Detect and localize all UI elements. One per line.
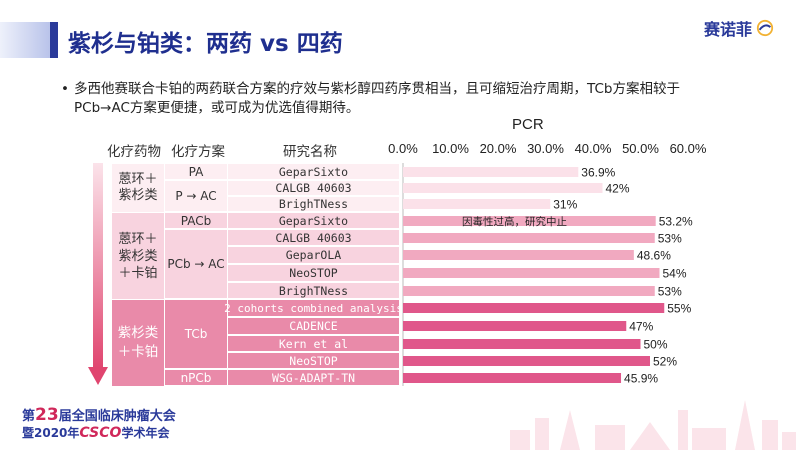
regimen-cell: P → AC — [165, 181, 227, 212]
drug-group-cell: 蒽环＋ 紫杉类 — [112, 164, 164, 212]
conference-number: 23 — [35, 405, 59, 425]
regimen-cell: PA — [165, 164, 227, 180]
city-skyline-decoration — [510, 400, 796, 450]
bar-value-label: 53% — [658, 285, 682, 299]
header-gradient-strip — [0, 22, 50, 58]
bar-value-label: 52% — [653, 355, 677, 369]
page-title: 紫杉与铂类：两药 vs 四药 — [68, 31, 343, 57]
study-name-cell: 2 cohorts combined analysis — [224, 300, 403, 317]
logo-text: 赛诺菲 — [703, 20, 752, 39]
pcr-bar — [403, 250, 634, 260]
col-header-study: 研究名称 — [283, 144, 337, 160]
bar-value-label: 53.2% — [659, 215, 693, 229]
conference-name: 第23届全国临床肿瘤大会 — [22, 405, 176, 425]
conference-title: 届全国临床肿瘤大会 — [58, 409, 176, 424]
study-name-cell: WSG-ADAPT-TN — [228, 370, 399, 386]
bar-value-label: 31% — [553, 198, 577, 212]
regimen-cell: TCb — [165, 300, 227, 369]
pcr-bar — [403, 216, 656, 226]
bar-value-label: 53% — [658, 232, 682, 246]
bar-value-label: 45.9% — [624, 372, 658, 386]
bullet-text: 多西他赛联合卡铂的两药联合方案的疗效与紫杉醇四药序贯相当，且可缩短治疗周期，TC… — [74, 81, 680, 116]
x-tick-label: 40.0% — [575, 141, 612, 156]
col-header-drug: 化疗药物 — [107, 144, 161, 160]
drug-group-cell: 蒽环＋ 紫杉类 ＋卡铂 — [112, 213, 164, 299]
pcr-bar — [403, 268, 660, 278]
conference-subtitle: 暨2020年CSCO学术年会 — [22, 424, 169, 441]
study-name-cell: CALGB 40603 — [228, 230, 399, 246]
csco-brand: CSCO — [79, 425, 122, 441]
sanofi-bird-icon — [756, 19, 774, 37]
study-name-cell: NeoSTOP — [228, 265, 399, 282]
col-header-regimen: 化疗方案 — [171, 144, 225, 160]
sanofi-logo: 赛诺菲 — [704, 16, 774, 40]
study-name-cell: GeparSixto — [228, 164, 399, 180]
x-tick-label: 30.0% — [527, 141, 564, 156]
conference-meeting: 学术年会 — [121, 426, 170, 440]
pcr-bar — [403, 373, 622, 383]
chart-annotation: 因毒性过高，研究中止 — [462, 215, 567, 228]
study-name-cell: CADENCE — [228, 318, 399, 335]
header-accent-bar — [50, 22, 58, 58]
regimen-cell: PCb → AC — [165, 230, 227, 299]
study-name-cell: BrighTNess — [228, 283, 399, 299]
x-tick-label: 60.0% — [670, 141, 707, 156]
study-name-cell: GeparSixto — [228, 213, 399, 229]
bar-value-label: 36.9% — [581, 166, 615, 180]
bar-value-label: 42% — [606, 182, 630, 196]
study-name-cell: BrighTNess — [228, 197, 399, 212]
regimen-cell: nPCb — [165, 370, 227, 386]
regimen-cell: PACb — [165, 213, 227, 229]
bar-value-label: 47% — [629, 320, 653, 334]
drug-group-cell: 紫杉类 ＋卡铂 — [112, 300, 164, 386]
study-name-cell: NeoSTOP — [228, 353, 399, 369]
pcr-bar — [403, 303, 665, 313]
bullet-point: • 多西他赛联合卡铂的两药联合方案的疗效与紫杉醇四药序贯相当，且可缩短治疗周期，… — [61, 80, 734, 118]
x-tick-label: 0.0% — [388, 141, 418, 156]
pcr-bar — [403, 339, 641, 349]
bar-value-label: 48.6% — [637, 249, 671, 263]
pcr-bar — [403, 286, 655, 296]
x-tick-label: 50.0% — [622, 141, 659, 156]
x-tick-label: 10.0% — [432, 141, 469, 156]
pcr-bar — [403, 233, 655, 243]
pcr-bar — [403, 199, 551, 209]
bar-value-label: 50% — [644, 338, 668, 352]
study-name-cell: GeparOLA — [228, 247, 399, 264]
conference-prefix: 第 — [22, 409, 36, 424]
bar-value-label: 54% — [663, 267, 687, 281]
chart-title: PCR — [512, 116, 544, 133]
study-name-cell: CALGB 40603 — [228, 181, 399, 196]
bullet-dot-icon: • — [61, 81, 69, 97]
conference-year: 暨2020年 — [22, 426, 80, 440]
bar-value-label: 55% — [667, 302, 691, 316]
pcr-bar — [403, 356, 650, 366]
pcr-bar — [403, 183, 603, 193]
x-tick-label: 20.0% — [480, 141, 517, 156]
study-name-cell: Kern et al — [228, 336, 399, 352]
pcr-bar — [403, 167, 579, 177]
down-arrow-icon — [88, 163, 108, 385]
pcr-bar — [403, 321, 627, 331]
